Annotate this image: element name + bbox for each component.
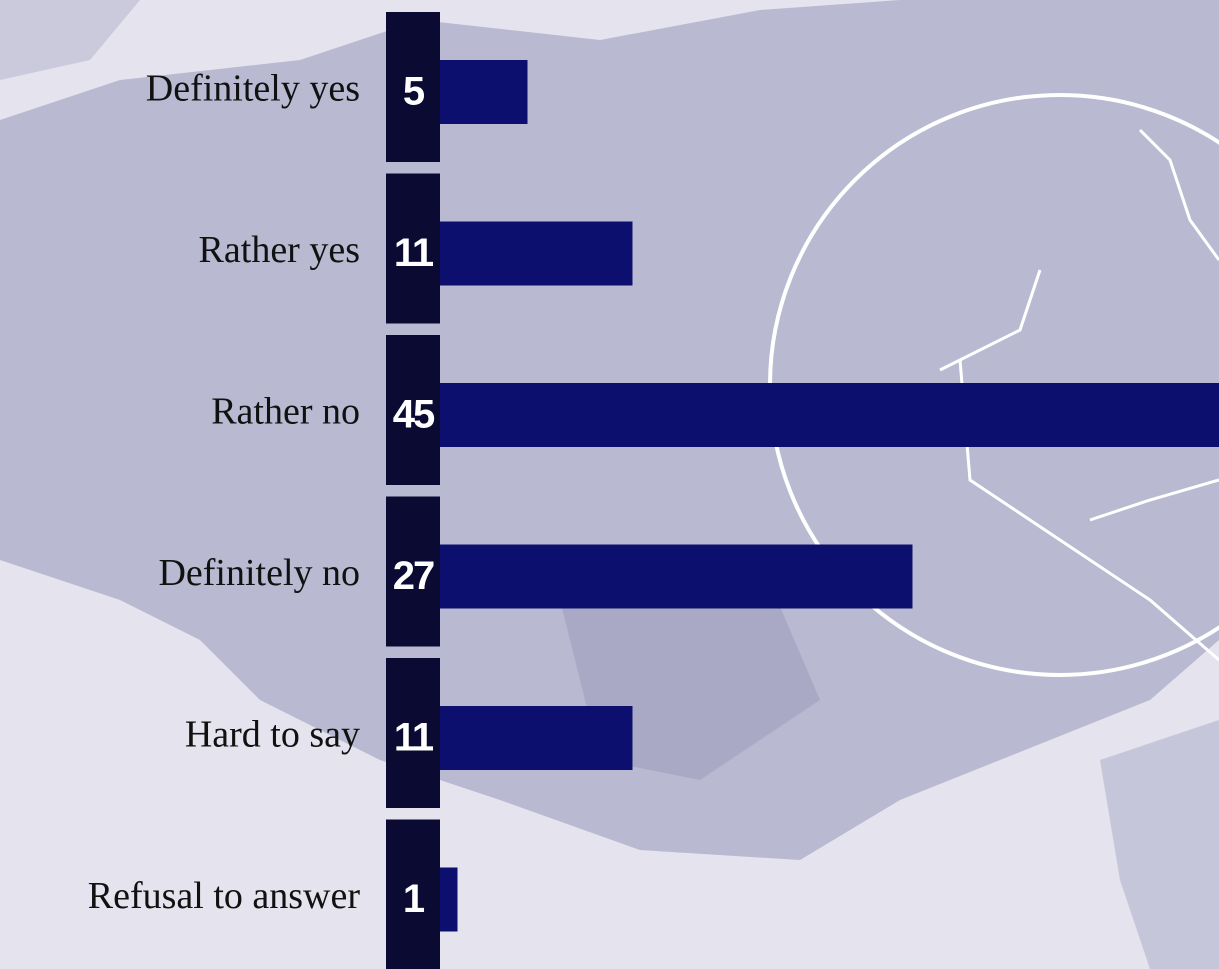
value-label: 11 (394, 231, 434, 275)
value-box (386, 12, 440, 162)
category-label: Hard to say (185, 714, 360, 756)
value-box (386, 658, 440, 808)
bar (440, 221, 633, 286)
bar (440, 867, 458, 932)
plot: Definitely yes 5 Rather yes 11 Rather no 45 De… (88, 12, 1219, 969)
value-label: 27 (393, 554, 434, 598)
emblem-bird (939, 128, 1219, 662)
bar (440, 706, 633, 770)
category-label: Rather yes (199, 229, 360, 271)
value-label: 1 (403, 877, 425, 921)
bar (440, 60, 528, 124)
value-box (386, 819, 440, 969)
bar (440, 544, 913, 609)
value-box (386, 173, 440, 324)
value-label: 5 (403, 70, 425, 114)
category-label: Refusal to answer (88, 875, 361, 917)
value-label: 45 (393, 393, 435, 437)
bar (440, 383, 1219, 447)
category-label: Definitely yes (146, 68, 360, 110)
value-box (386, 335, 440, 485)
value-label: 11 (394, 716, 434, 760)
value-box (386, 496, 440, 647)
category-label: Rather no (211, 391, 360, 433)
category-label: Definitely no (158, 552, 360, 594)
